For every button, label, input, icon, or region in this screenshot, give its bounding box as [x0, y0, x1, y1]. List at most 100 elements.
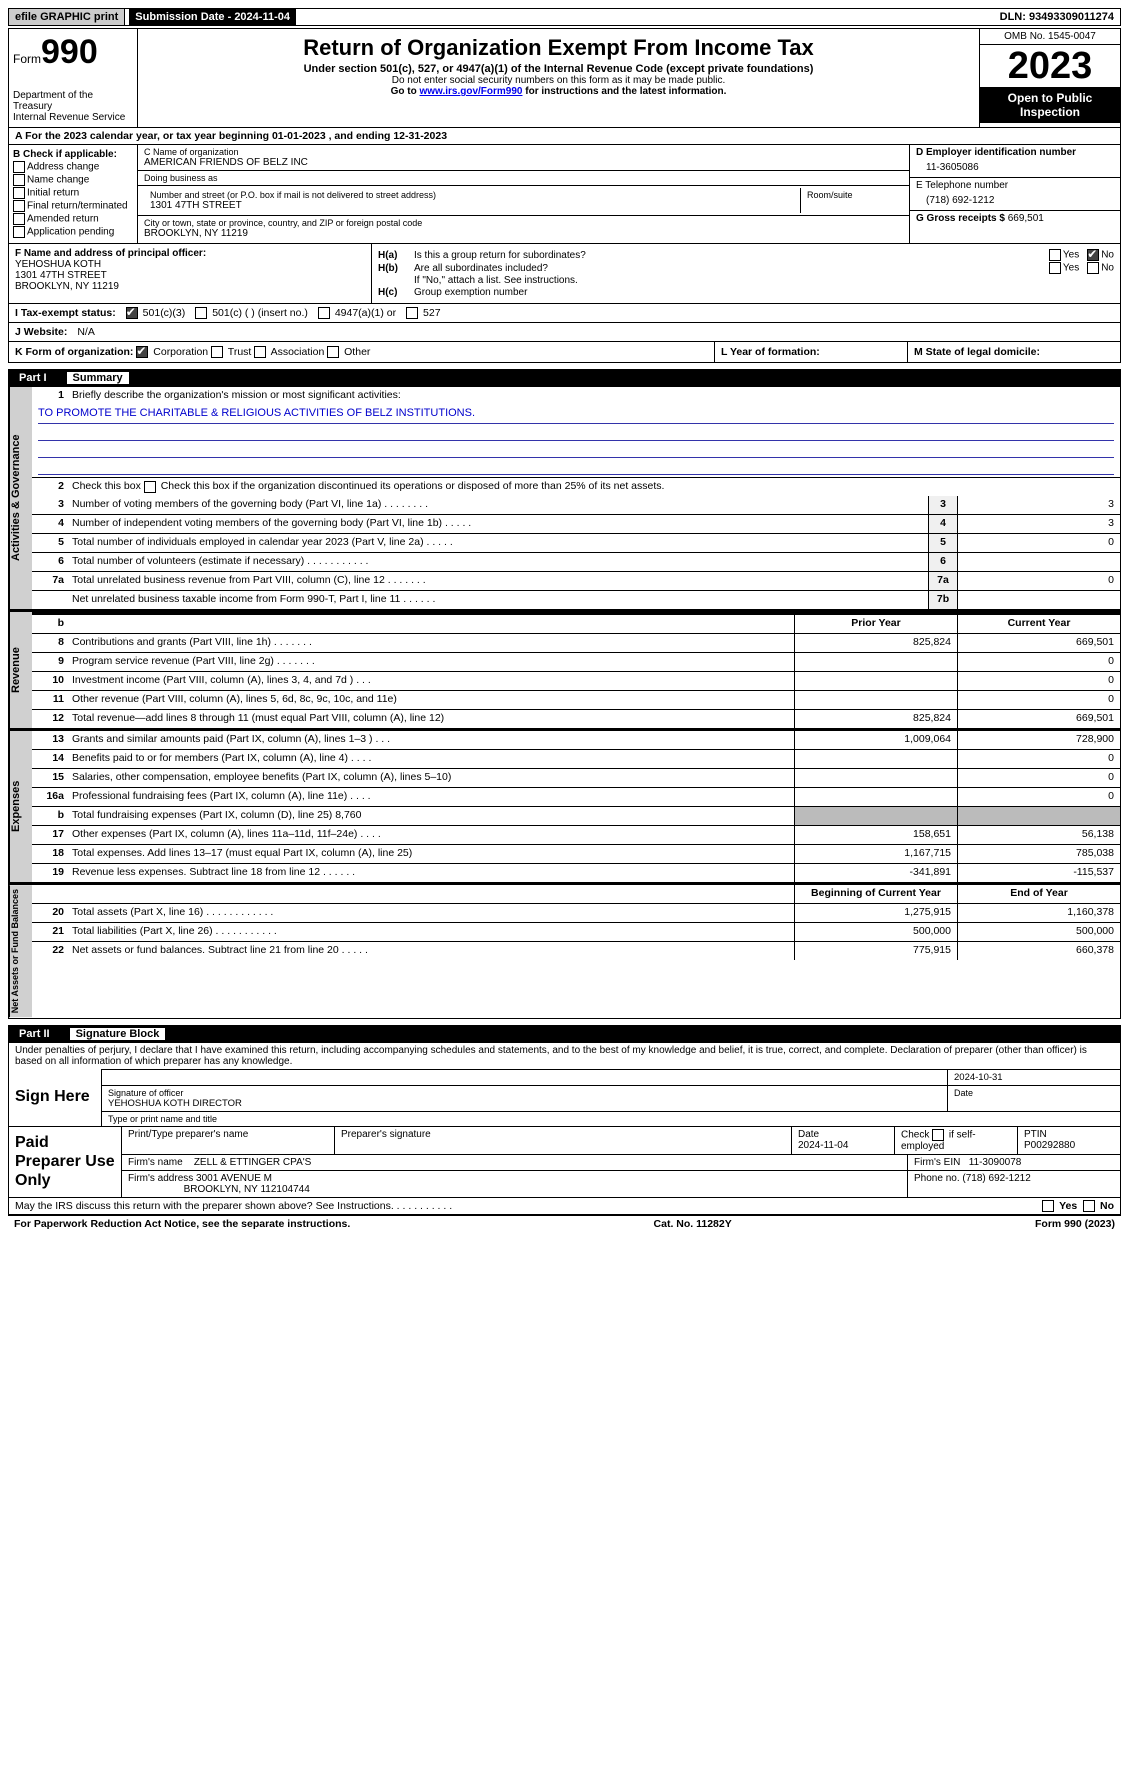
line-3: Number of voting members of the governin…	[68, 496, 928, 514]
prep-name-hdr: Print/Type preparer's name	[122, 1127, 335, 1154]
discuss-no[interactable]: No	[1083, 1200, 1114, 1212]
firm-name: ZELL & ETTINGER CPA'S	[194, 1157, 312, 1168]
principal-officer: F Name and address of principal officer:…	[9, 244, 372, 303]
website-row: J Website: N/A	[8, 323, 1121, 342]
ssn-note: Do not enter social security numbers on …	[142, 75, 975, 86]
vtab-expenses: Expenses	[9, 731, 32, 882]
form-org-row: K Form of organization: Corporation Trus…	[8, 342, 1121, 363]
chk-name-change[interactable]: Name change	[13, 174, 133, 186]
form-subtitle: Under section 501(c), 527, or 4947(a)(1)…	[142, 63, 975, 75]
line-4: Number of independent voting members of …	[68, 515, 928, 533]
chk-amended[interactable]: Amended return	[13, 213, 133, 225]
ptin: P00292880	[1024, 1140, 1075, 1151]
city-cell: City or town, state or province, country…	[138, 216, 909, 241]
firm-phone: (718) 692-1212	[962, 1173, 1030, 1184]
hb-yes[interactable]: Yes	[1049, 262, 1079, 274]
chk-final-return[interactable]: Final return/terminated	[13, 200, 133, 212]
vtab-net-assets: Net Assets or Fund Balances	[9, 885, 32, 1017]
chk-corp[interactable]: Corporation	[136, 346, 208, 358]
submission-date: Submission Date - 2024-11-04	[129, 9, 296, 25]
tax-year: 2023	[980, 45, 1120, 87]
org-name-cell: C Name of organization AMERICAN FRIENDS …	[138, 145, 909, 171]
line-2: Check this box Check this box if the org…	[68, 478, 1120, 496]
prep-date: 2024-11-04	[798, 1140, 848, 1151]
hb-no[interactable]: No	[1087, 262, 1114, 274]
irs-link[interactable]: www.irs.gov/Form990	[419, 86, 522, 97]
col-current-year: Current Year	[957, 615, 1120, 633]
line-20: Total assets (Part X, line 16) . . . . .…	[68, 904, 794, 922]
line-7b: Net unrelated business taxable income fr…	[68, 591, 928, 609]
irs-label: Internal Revenue Service	[13, 112, 133, 123]
telephone-cell: E Telephone number (718) 692-1212	[910, 178, 1120, 211]
top-bar: efile GRAPHIC print Submission Date - 20…	[8, 8, 1121, 26]
mission-label: Briefly describe the organization's miss…	[68, 387, 1120, 405]
line-10: Investment income (Part VIII, column (A)…	[68, 672, 794, 690]
public-inspection: Open to Public Inspection	[980, 87, 1120, 123]
chk-other[interactable]: Other	[327, 346, 370, 358]
line-14: Benefits paid to or for members (Part IX…	[68, 750, 794, 768]
line-21: Total liabilities (Part X, line 26) . . …	[68, 923, 794, 941]
line-15: Salaries, other compensation, employee b…	[68, 769, 794, 787]
tax-exempt-status: I Tax-exempt status: 501(c)(3) 501(c) ( …	[8, 304, 1121, 323]
firm-address: 3001 AVENUE M	[196, 1173, 272, 1184]
mission-text: TO PROMOTE THE CHARITABLE & RELIGIOUS AC…	[38, 407, 1114, 424]
line-8: Contributions and grants (Part VIII, lin…	[68, 634, 794, 652]
chk-527[interactable]: 527	[406, 307, 440, 319]
officer-name: YEHOSHUA KOTH DIRECTOR	[108, 1098, 941, 1109]
vtab-revenue: Revenue	[9, 612, 32, 728]
chk-trust[interactable]: Trust	[211, 346, 251, 358]
part1-header: Part I Summary	[8, 369, 1121, 387]
chk-501c[interactable]: 501(c) ( ) (insert no.)	[195, 307, 308, 319]
line-16a: Professional fundraising fees (Part IX, …	[68, 788, 794, 806]
group-return-section: H(a) Is this a group return for subordin…	[372, 244, 1120, 303]
form-number: Form990	[13, 33, 133, 72]
line-19: Revenue less expenses. Subtract line 18 …	[68, 864, 794, 882]
sign-date: 2024-10-31	[948, 1070, 1120, 1085]
self-employed-check[interactable]: Check if self-employed	[895, 1127, 1018, 1154]
dba-cell: Doing business as	[138, 171, 909, 186]
discuss-yes[interactable]: Yes	[1042, 1200, 1077, 1212]
chk-501c3[interactable]: 501(c)(3)	[126, 307, 186, 319]
form-title: Return of Organization Exempt From Incom…	[142, 35, 975, 61]
paid-preparer-label: Paid Preparer Use Only	[9, 1127, 122, 1197]
col-prior-year: Prior Year	[794, 615, 957, 633]
gross-receipts-cell: G Gross receipts $ 669,501	[910, 211, 1120, 243]
vtab-governance: Activities & Governance	[9, 387, 32, 609]
chk-initial-return[interactable]: Initial return	[13, 187, 133, 199]
row-a-period: A For the 2023 calendar year, or tax yea…	[8, 128, 1121, 145]
chk-address-change[interactable]: Address change	[13, 161, 133, 173]
col-beginning-year: Beginning of Current Year	[794, 885, 957, 903]
chk-app-pending[interactable]: Application pending	[13, 226, 133, 238]
sign-here-label: Sign Here	[9, 1069, 102, 1126]
line-17: Other expenses (Part IX, column (A), lin…	[68, 826, 794, 844]
chk-4947[interactable]: 4947(a)(1) or	[318, 307, 396, 319]
prep-sig-hdr: Preparer's signature	[335, 1127, 792, 1154]
dln: DLN: 93493309011274	[994, 9, 1120, 25]
chk-assoc[interactable]: Association	[254, 346, 324, 358]
col-b-checkboxes: B Check if applicable: Address change Na…	[9, 145, 138, 243]
col-end-year: End of Year	[957, 885, 1120, 903]
line-16b: Total fundraising expenses (Part IX, col…	[68, 807, 794, 825]
ha-yes[interactable]: Yes	[1049, 249, 1079, 261]
line-12: Total revenue—add lines 8 through 11 (mu…	[68, 710, 794, 728]
line-6: Total number of volunteers (estimate if …	[68, 553, 928, 571]
line-11: Other revenue (Part VIII, column (A), li…	[68, 691, 794, 709]
goto-note: Go to www.irs.gov/Form990 for instructio…	[142, 86, 975, 97]
ha-no[interactable]: No	[1087, 249, 1114, 261]
firm-ein: 11-3090078	[969, 1157, 1022, 1168]
line-7a: Total unrelated business revenue from Pa…	[68, 572, 928, 590]
page-footer: For Paperwork Reduction Act Notice, see …	[8, 1215, 1121, 1232]
line-13: Grants and similar amounts paid (Part IX…	[68, 731, 794, 749]
discuss-row: May the IRS discuss this return with the…	[8, 1198, 1121, 1215]
line-9: Program service revenue (Part VIII, line…	[68, 653, 794, 671]
dept-treasury: Department of the Treasury	[13, 90, 133, 112]
address-cell: Number and street (or P.O. box if mail i…	[138, 186, 909, 216]
line-5: Total number of individuals employed in …	[68, 534, 928, 552]
part2-header: Part II Signature Block	[8, 1025, 1121, 1043]
form-header: Form990 Department of the Treasury Inter…	[8, 28, 1121, 128]
omb-number: OMB No. 1545-0047	[980, 29, 1120, 45]
perjury-declaration: Under penalties of perjury, I declare th…	[9, 1043, 1120, 1069]
efile-button[interactable]: efile GRAPHIC print	[9, 9, 125, 25]
line-18: Total expenses. Add lines 13–17 (must eq…	[68, 845, 794, 863]
ein-cell: D Employer identification number 11-3605…	[910, 145, 1120, 178]
